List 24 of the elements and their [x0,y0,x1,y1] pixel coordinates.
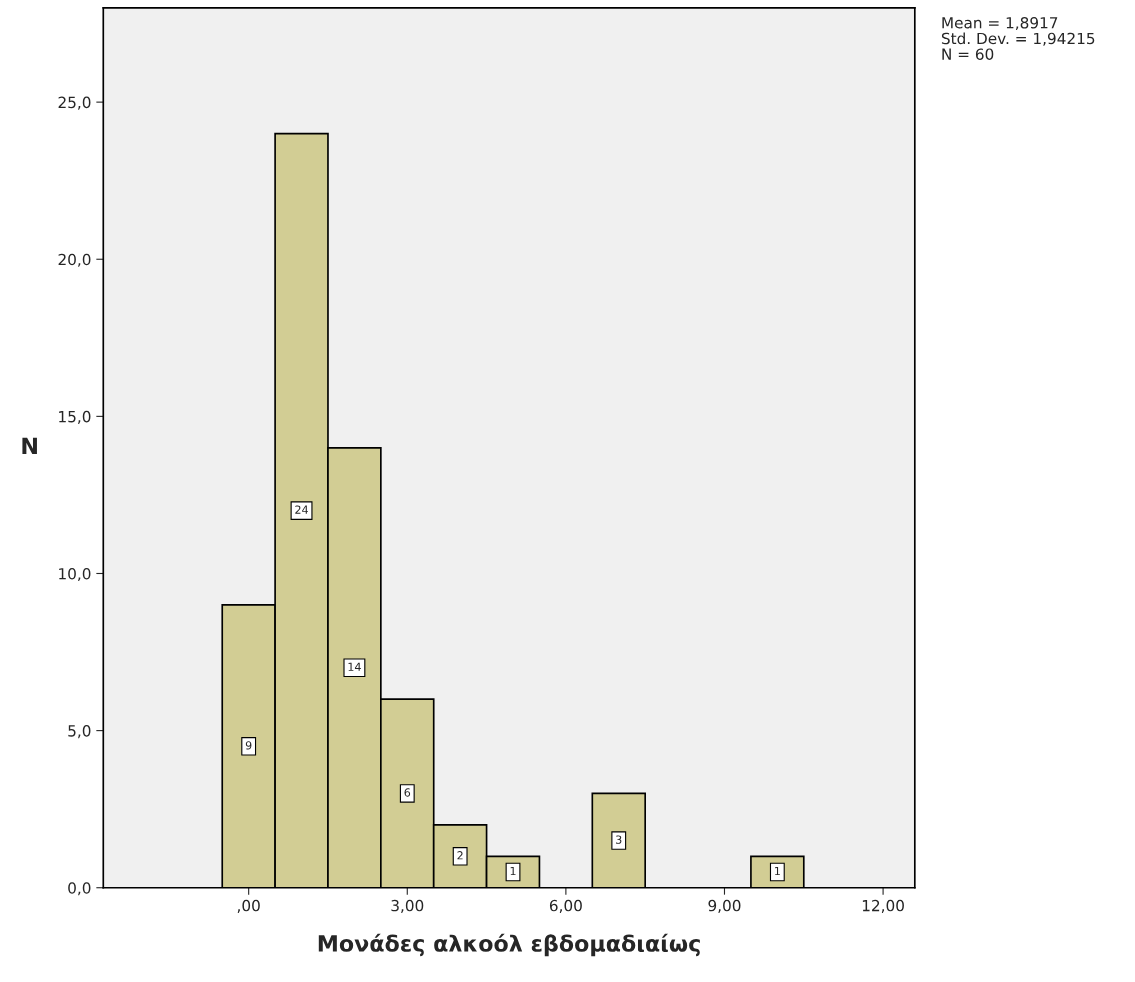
data-label: 3 [616,835,622,844]
y-tick-label: 10,0 [59,567,91,582]
y-tick-label: 25,0 [58,96,91,110]
data-label: 24 [295,505,308,514]
x-tick-label: ,00 [237,899,260,913]
y-tick-label: 5,0 [68,725,91,739]
y-tick-label: 20,0 [58,253,91,267]
data-label: 2 [457,851,463,860]
x-tick-label: 9,00 [708,899,741,913]
data-label: 6 [404,788,411,797]
x-tick-label: 12,00 [862,899,904,913]
text: Std. Dev. = 1,94215 [941,32,1095,46]
x-axis-title: Μονάδες αλκοόλ εβδομαδιαίως [318,933,700,957]
x-tick-label: 3,00 [391,899,424,913]
data-label: 9 [245,741,252,750]
y-tick-label: 0,0 [68,882,91,896]
data-label: 1 [510,866,516,876]
data-label: 1 [775,866,780,876]
x-tick-label: 6,00 [549,899,582,913]
text: Mean = 1,8917 [942,16,1058,31]
text: N = 60 [942,48,994,60]
y-tick-label: 15,0 [59,410,91,424]
y-axis-title: N [22,437,37,454]
data-label: 14 [348,662,361,671]
